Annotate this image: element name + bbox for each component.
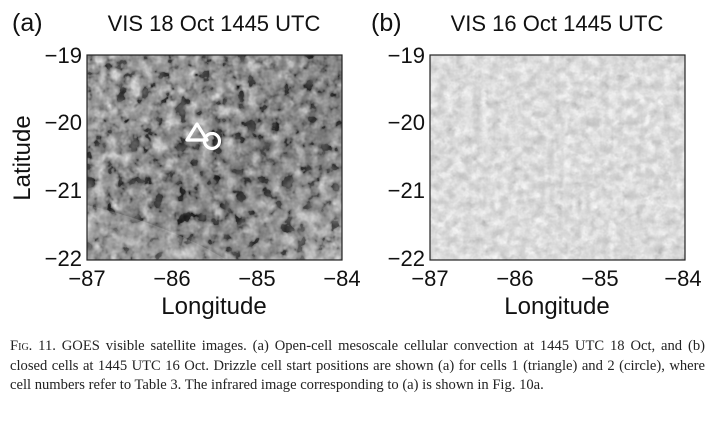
panel-a-y-ticks: −19 −20 −21 −22 bbox=[45, 43, 82, 271]
panel-b-xlabel: Longitude bbox=[504, 293, 609, 320]
panel-b-xtick: −85 bbox=[581, 266, 618, 291]
panel-a-x-ticks: −87 −86 −85 −84 bbox=[68, 266, 360, 291]
caption-text: GOES visible satellite images. (a) Open-… bbox=[10, 338, 705, 393]
panel-a-xtick: −84 bbox=[323, 266, 360, 291]
panel-b-satellite-image bbox=[430, 55, 685, 260]
panel-b-ytick: −19 bbox=[388, 43, 425, 68]
panel-a-xtick: −85 bbox=[238, 266, 275, 291]
panel-b-ytick: −20 bbox=[388, 110, 425, 135]
panel-b: (b) VIS 16 Oct 1445 UTC −19 −20 −21 −22 … bbox=[371, 9, 702, 320]
panel-b-ytick: −22 bbox=[388, 246, 425, 271]
panel-b-label: (b) bbox=[371, 9, 402, 37]
panel-b-xtick: −84 bbox=[664, 266, 701, 291]
panel-a: (a) VIS 18 Oct 1445 UTC −19 −20 −21 −22 … bbox=[9, 9, 361, 320]
panel-a-ylabel: Latitude bbox=[9, 115, 36, 200]
panel-a-ytick: −20 bbox=[45, 110, 82, 135]
figure-caption: Fig. 11. GOES visible satellite images. … bbox=[10, 337, 705, 396]
panel-a-ytick: −21 bbox=[45, 178, 82, 203]
panel-b-ytick: −21 bbox=[388, 178, 425, 203]
panel-a-xtick: −87 bbox=[68, 266, 105, 291]
panel-a-frame bbox=[86, 54, 343, 261]
panel-a-xlabel: Longitude bbox=[161, 293, 266, 320]
panel-a-ytick: −22 bbox=[45, 246, 82, 271]
panel-a-ytick: −19 bbox=[45, 43, 82, 68]
panel-b-xtick: −86 bbox=[496, 266, 533, 291]
caption-label: Fig. 11. bbox=[10, 338, 56, 354]
panel-b-frame bbox=[429, 54, 686, 261]
panel-b-xtick: −87 bbox=[411, 266, 448, 291]
cell-1-start-triangle bbox=[185, 122, 209, 142]
panel-b-x-ticks: −87 −86 −85 −84 bbox=[411, 266, 701, 291]
figure: (a) VIS 18 Oct 1445 UTC −19 −20 −21 −22 … bbox=[9, 9, 702, 320]
panel-a-satellite-image bbox=[87, 55, 342, 260]
panel-a-xtick: −86 bbox=[153, 266, 190, 291]
panel-a-title: VIS 18 Oct 1445 UTC bbox=[108, 11, 321, 36]
panel-b-title: VIS 16 Oct 1445 UTC bbox=[451, 11, 664, 36]
cell-2-start-circle bbox=[202, 131, 222, 151]
panel-a-label: (a) bbox=[12, 9, 43, 37]
panel-b-y-ticks: −19 −20 −21 −22 bbox=[388, 43, 425, 271]
panel-a-markers bbox=[185, 122, 222, 151]
